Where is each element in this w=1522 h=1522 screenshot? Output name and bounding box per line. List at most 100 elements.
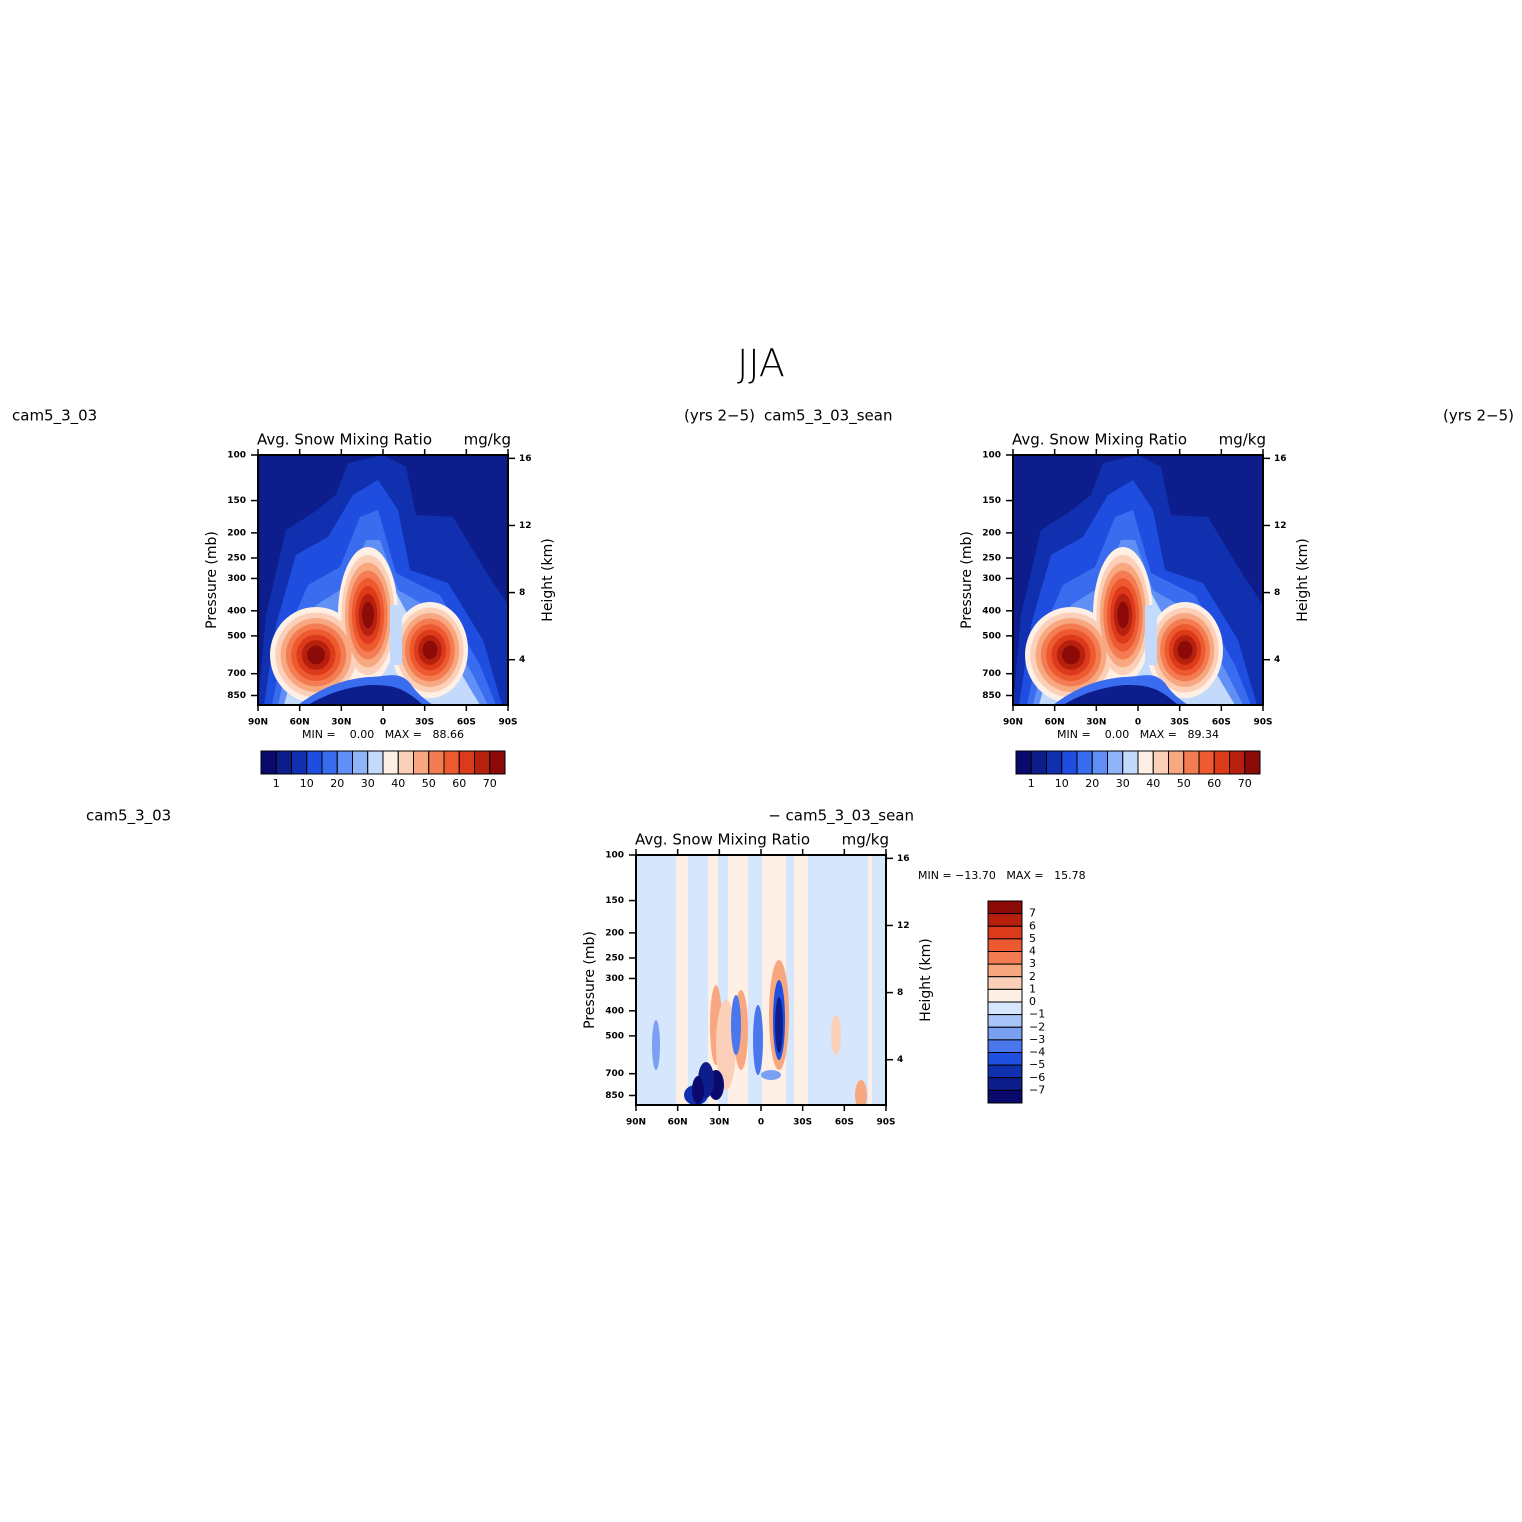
y-tick-label: 300	[227, 574, 246, 584]
y-tick-label: 400	[227, 606, 246, 616]
x-tick-label: 90N	[248, 718, 268, 728]
contour-fill	[761, 1070, 781, 1080]
colorbar-box	[987, 938, 1023, 952]
x-tick-label: 90S	[1253, 718, 1272, 728]
y2-tick-label: 16	[1274, 454, 1287, 464]
left-string: cam5_3_03	[12, 407, 97, 426]
colorbar-label: 0	[1029, 995, 1036, 1008]
colorbar-box	[428, 750, 445, 775]
colorbar-box	[1213, 750, 1230, 775]
contour-fill	[688, 855, 708, 1105]
colorbar-box	[413, 750, 430, 775]
contour-fill	[307, 645, 325, 665]
colorbar-box	[1107, 750, 1124, 775]
y-tick-label: 700	[982, 669, 1001, 679]
y-tick-label: 200	[605, 928, 624, 938]
colorbar-box	[987, 1052, 1023, 1066]
contour-fill	[831, 1015, 841, 1055]
x-tick-label: 90N	[626, 1118, 646, 1128]
contour-fill	[775, 997, 783, 1053]
colorbar-box	[458, 750, 475, 775]
contour-fill	[1062, 645, 1080, 665]
colorbar-box	[260, 750, 277, 775]
y-axis-label: Pressure (mb)	[204, 531, 220, 629]
y2-tick-label: 16	[519, 454, 532, 464]
colorbar-label: 1	[273, 777, 280, 790]
plot-units: mg/kg	[842, 831, 889, 849]
y-tick-label: 400	[605, 1006, 624, 1016]
contour-fill	[731, 995, 741, 1055]
x-tick-label: 30N	[709, 1118, 729, 1128]
x-tick-label: 60S	[835, 1118, 854, 1128]
colorbar-box	[1152, 750, 1169, 775]
colorbar-box	[1183, 750, 1200, 775]
colorbar-box	[987, 1077, 1023, 1091]
y-tick-label: 100	[982, 451, 1001, 461]
y-tick-label: 250	[982, 553, 1001, 563]
y-tick-label: 250	[605, 953, 624, 963]
y2-tick-label: 4	[1274, 655, 1280, 665]
colorbar-label: −1	[1029, 1008, 1045, 1021]
colorbar-box	[987, 1001, 1023, 1016]
y-tick-label: 700	[227, 669, 246, 679]
colorbar-label: −6	[1029, 1071, 1045, 1084]
colorbar-label: 70	[1238, 777, 1252, 790]
colorbar-label: −5	[1029, 1058, 1045, 1071]
contour-fill	[786, 855, 794, 1105]
colorbar-box	[987, 1014, 1023, 1028]
y-tick-label: 200	[227, 528, 246, 538]
colorbar-label: 40	[1146, 777, 1160, 790]
colorbar-box	[987, 1026, 1023, 1041]
colorbar-label: −3	[1029, 1033, 1045, 1046]
y-tick-label: 200	[982, 528, 1001, 538]
colorbar-label: −2	[1029, 1020, 1045, 1033]
colorbar-label: 4	[1029, 945, 1036, 958]
stats: MIN = 0.00 MAX = 89.34	[1057, 728, 1219, 741]
x-tick-label: 90S	[498, 718, 517, 728]
colorbar-label: 7	[1029, 907, 1036, 920]
x-tick-label: 30S	[415, 718, 434, 728]
colorbar-label: −4	[1029, 1046, 1045, 1059]
x-tick-label: 0	[758, 1118, 764, 1128]
contour-fill	[692, 1076, 704, 1104]
plot-units: mg/kg	[464, 431, 511, 449]
colorbar-label: 70	[483, 777, 497, 790]
colorbar-box	[987, 963, 1023, 978]
x-tick-label: 60S	[1212, 718, 1231, 728]
colorbar-box	[367, 750, 384, 775]
y-tick-label: 850	[982, 691, 1001, 701]
y-tick-label: 150	[227, 496, 246, 506]
colorbar-box	[336, 750, 353, 775]
colorbar-box	[321, 750, 338, 775]
colorbar-box	[275, 750, 292, 775]
contour-fill	[362, 601, 374, 629]
contour-field	[636, 855, 886, 1105]
right-string: − cam5_3_03_sean	[768, 807, 914, 826]
colorbar-label: 1	[1029, 982, 1036, 995]
y-tick-label: 700	[605, 1069, 624, 1079]
colorbar-label: 6	[1029, 919, 1036, 932]
x-tick-label: 90S	[876, 1118, 895, 1128]
contour-field	[1013, 455, 1263, 705]
y-tick-label: 100	[605, 851, 624, 861]
colorbar-label: 20	[1085, 777, 1099, 790]
colorbar-box	[987, 988, 1023, 1003]
colorbar-box	[382, 750, 399, 775]
y2-tick-label: 12	[519, 521, 532, 531]
y2-tick-label: 12	[1274, 521, 1287, 531]
colorbar-label: 50	[422, 777, 436, 790]
x-tick-label: 0	[380, 718, 386, 728]
colorbar-box	[987, 951, 1023, 965]
colorbar-label: 3	[1029, 957, 1036, 970]
x-tick-label: 30S	[1170, 718, 1189, 728]
colorbar-box	[1076, 750, 1093, 775]
colorbar-box	[987, 1039, 1023, 1053]
contour-fill	[1117, 601, 1129, 629]
colorbar-box	[1030, 750, 1047, 775]
colorbar-label: 20	[330, 777, 344, 790]
y-axis-label: Pressure (mb)	[582, 931, 598, 1029]
contour-fill	[1063, 685, 1178, 705]
colorbar-box	[1046, 750, 1063, 775]
